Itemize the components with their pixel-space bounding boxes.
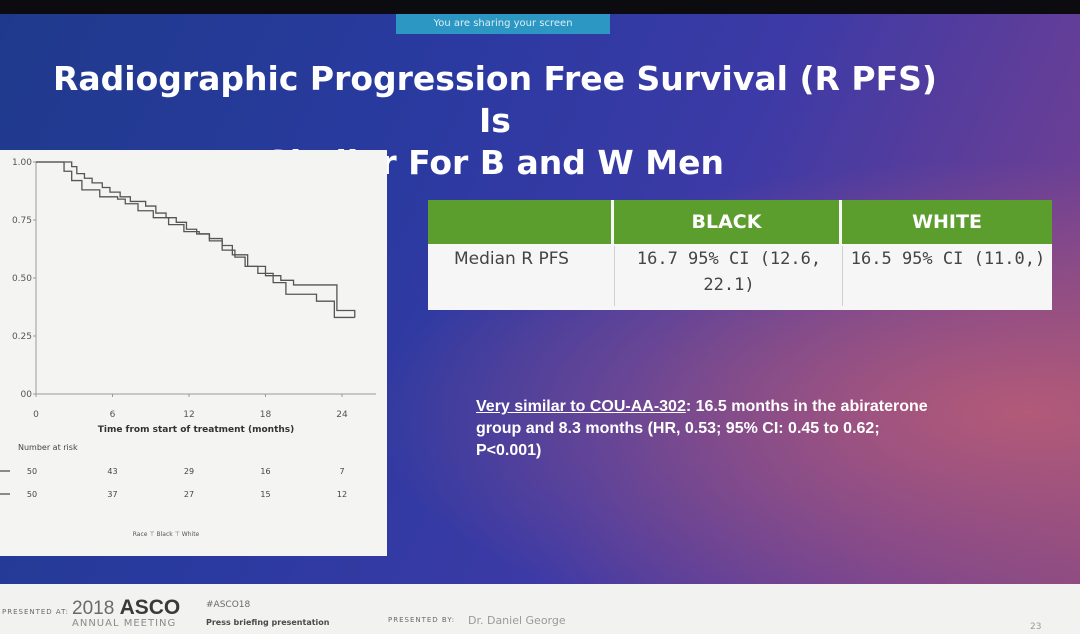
press-briefing: Press briefing presentation bbox=[206, 618, 330, 627]
x-tick-label: 24 bbox=[336, 410, 348, 420]
white-value: 16.5 95% CI (11.0,) bbox=[850, 249, 1046, 269]
presenter-name: Dr. Daniel George bbox=[468, 614, 566, 627]
x-axis-label: Time from start of treatment (months) bbox=[98, 425, 295, 435]
risk-count: 16 bbox=[260, 467, 270, 476]
chart-legend: Race ⊤ Black ⊤ White bbox=[133, 531, 200, 538]
y-tick-label: 1.00 bbox=[12, 158, 32, 168]
risk-count: 12 bbox=[337, 490, 347, 499]
black-value-line1: 16.7 95% CI (12.6, bbox=[636, 249, 822, 269]
note-line-3: P<0.001) bbox=[476, 442, 542, 459]
table-header-black: BLACK bbox=[614, 200, 842, 244]
comparison-note: Very similar to COU-AA-302: 16.5 months … bbox=[476, 396, 1016, 462]
risk-count: 15 bbox=[260, 490, 270, 499]
asco-year: 2018 bbox=[72, 598, 115, 619]
km-chart-panel: 1.00 0.75 0.50 0.25 00 0 6 12 18 24 Time from star… bbox=[0, 150, 387, 556]
presented-by-label: PRESENTED BY: bbox=[388, 616, 456, 624]
table-header-blank bbox=[428, 200, 614, 244]
km-chart: 1.00 0.75 0.50 0.25 000 6 12 18 24 Time from star… bbox=[0, 158, 376, 538]
risk-count: 43 bbox=[107, 467, 117, 476]
column-divider bbox=[614, 246, 615, 306]
asco-logo: 2018 ASCO bbox=[72, 596, 180, 620]
risk-count: 50 bbox=[27, 467, 37, 476]
presented-at-label: PRESENTED AT: bbox=[2, 608, 70, 616]
x-tick-label: 18 bbox=[260, 410, 272, 420]
y-tick-label: 0.75 bbox=[12, 216, 32, 226]
y-tick-label: 0.50 bbox=[12, 274, 32, 284]
risk-table-label: Number at risk bbox=[18, 443, 78, 452]
slide-footer: PRESENTED AT: 2018 ASCO ANNUAL MEETING #… bbox=[0, 584, 1080, 634]
km-curve-2 bbox=[36, 161, 355, 319]
risk-count: 37 bbox=[107, 490, 117, 499]
hashtag: #ASCO18 bbox=[206, 600, 251, 610]
row-label-median-rpfs: Median R PFS bbox=[454, 249, 569, 269]
note-rest: : 16.5 months in the abiraterone bbox=[685, 398, 928, 415]
risk-count: 27 bbox=[184, 490, 194, 499]
y-tick-label: 00 bbox=[21, 390, 33, 400]
column-divider bbox=[842, 246, 843, 306]
page-number: 23 bbox=[1030, 622, 1042, 632]
asco-name: ASCO bbox=[119, 596, 181, 619]
y-tick-label: 0.25 bbox=[12, 332, 32, 342]
x-tick-label: 12 bbox=[183, 410, 194, 420]
x-tick-label: 0 bbox=[33, 410, 39, 420]
pfs-table: BLACK WHITE Median R PFS 16.7 95% CI (12… bbox=[428, 200, 1052, 310]
screen-share-banner[interactable]: You are sharing your screen bbox=[396, 14, 610, 34]
asco-meeting: ANNUAL MEETING bbox=[72, 618, 177, 629]
x-tick-label: 6 bbox=[110, 410, 116, 420]
risk-count: 50 bbox=[27, 490, 37, 499]
risk-count: 29 bbox=[184, 467, 194, 476]
note-line-2: group and 8.3 months (HR, 0.53; 95% CI: … bbox=[476, 420, 880, 437]
table-header-white: WHITE bbox=[842, 200, 1052, 244]
km-curve-1 bbox=[36, 161, 356, 318]
black-value-line2: 22.1) bbox=[703, 275, 755, 295]
note-lead: Very similar to COU-AA-302 bbox=[476, 398, 686, 415]
note-line-1: Very similar to COU-AA-302: 16.5 months … bbox=[476, 396, 1016, 418]
risk-count: 7 bbox=[339, 467, 344, 476]
black-value: 16.7 95% CI (12.6, 22.1) bbox=[624, 246, 834, 298]
title-line-1: Radiographic Progression Free Survival (… bbox=[52, 59, 938, 140]
